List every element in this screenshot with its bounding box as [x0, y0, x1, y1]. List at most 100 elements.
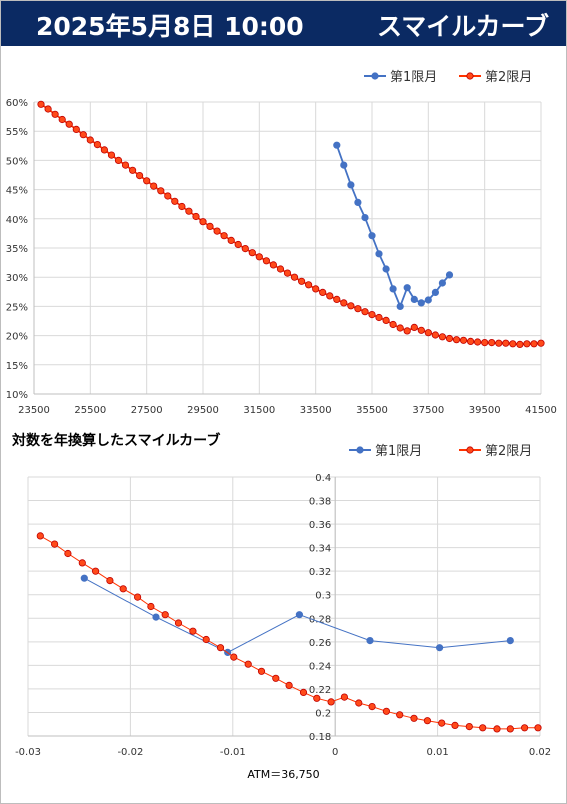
x-tick-label: 33500 [300, 405, 332, 416]
y-tick-label: 0.4 [315, 473, 331, 484]
y-tick-label: 60% [6, 98, 28, 109]
data-point [481, 338, 489, 347]
data-point [107, 151, 116, 159]
y-tick-label: 40% [6, 215, 28, 226]
data-point [44, 105, 52, 113]
x-tick-label: 25500 [74, 405, 106, 416]
y-tick-label: 0.36 [309, 520, 331, 531]
legend-item: 第2限月 [459, 444, 532, 459]
data-point [506, 637, 514, 645]
data-point [340, 693, 348, 701]
y-tick-label: 35% [6, 244, 28, 255]
data-point [466, 337, 475, 345]
x-tick-label: 37500 [412, 405, 444, 416]
data-point [459, 336, 468, 344]
data-point [445, 334, 454, 343]
series-1 [80, 574, 514, 656]
legend-label: 第1限月 [375, 444, 422, 459]
data-point [312, 285, 320, 293]
data-point [438, 719, 446, 727]
data-point [178, 202, 186, 211]
data-point [523, 340, 531, 348]
data-point [347, 302, 355, 310]
data-point [396, 302, 404, 310]
legend-marker [466, 72, 474, 80]
y-tick-label: 10% [6, 390, 28, 401]
data-point [202, 635, 210, 644]
smile-curve-panel: 23500 25500 27500 29500 31500 33500 35500 37500… [0, 46, 567, 427]
data-point [451, 721, 459, 729]
data-point [361, 308, 369, 316]
data-point [438, 333, 446, 341]
data-point [326, 292, 334, 300]
y-tick-label: 0.28 [309, 614, 331, 625]
data-point [136, 172, 144, 180]
data-point [431, 331, 439, 339]
data-point [354, 198, 362, 206]
data-point [283, 269, 292, 277]
data-point [106, 577, 114, 585]
y-tick-label: 0.32 [309, 567, 331, 578]
data-point [431, 288, 439, 296]
legend-item: 第1限月 [349, 444, 422, 459]
data-point [285, 681, 293, 689]
data-point [72, 125, 80, 134]
x-tick-label: 39500 [469, 405, 501, 416]
data-point [134, 593, 142, 601]
data-point [220, 232, 228, 240]
data-point [389, 320, 397, 329]
data-point [396, 324, 404, 332]
data-point [435, 644, 444, 652]
series-line [335, 144, 451, 309]
x-tick-label: 31500 [243, 405, 275, 416]
x-tick-label: 27500 [131, 405, 163, 416]
x-tick-label: 0.01 [426, 747, 448, 758]
data-point [493, 725, 501, 733]
y-tick-label: 0.2 [315, 708, 331, 719]
data-point [185, 207, 193, 215]
data-point [257, 667, 266, 675]
series-line [40, 103, 542, 346]
data-point [368, 232, 376, 240]
data-point [537, 339, 545, 347]
data-point [534, 724, 542, 732]
y-tick-label: 0.22 [309, 685, 331, 696]
smile-curve-chart: 23500 25500 27500 29500 31500 33500 35500 37500… [6, 70, 557, 416]
data-point [50, 540, 59, 548]
x-tick-label: -0.03 [15, 747, 41, 758]
y-tick-label: 25% [6, 302, 28, 313]
data-point [119, 585, 127, 593]
data-point [382, 265, 390, 273]
legend-label: 第2限月 [485, 444, 532, 459]
data-point [313, 694, 321, 702]
data-point [375, 313, 383, 322]
y-tick-label: 0.34 [309, 544, 331, 555]
data-point [479, 724, 487, 732]
y-tick-label: 0.24 [309, 661, 331, 672]
chart-title: 対数を年換算したスマイルカーブ [12, 433, 221, 449]
data-point [410, 323, 418, 331]
log-annualized-smile-panel: 対数を年換算したスマイルカーブ -0.03 -0.02 -0.01 0 0.01 0.02… [0, 426, 567, 804]
data-point [423, 717, 431, 725]
data-point [520, 724, 529, 732]
data-point [121, 161, 130, 169]
data-point [295, 611, 303, 619]
data-point [506, 725, 514, 733]
data-point [347, 181, 355, 189]
data-point [340, 299, 348, 307]
x-tick-label: 35500 [356, 405, 388, 416]
data-point [92, 567, 100, 575]
data-point [417, 326, 425, 334]
data-point [230, 653, 238, 661]
data-point [410, 295, 418, 303]
data-point [488, 338, 496, 347]
header-date: 2025年5月8日 10:00 [36, 12, 304, 41]
legend-label: 第1限月 [390, 70, 437, 85]
data-point [355, 699, 363, 707]
data-point [473, 338, 482, 346]
data-point [333, 295, 341, 303]
data-point [340, 161, 348, 169]
x-tick-label: 0 [332, 747, 338, 758]
legend-marker [371, 72, 379, 80]
data-point [129, 166, 137, 174]
